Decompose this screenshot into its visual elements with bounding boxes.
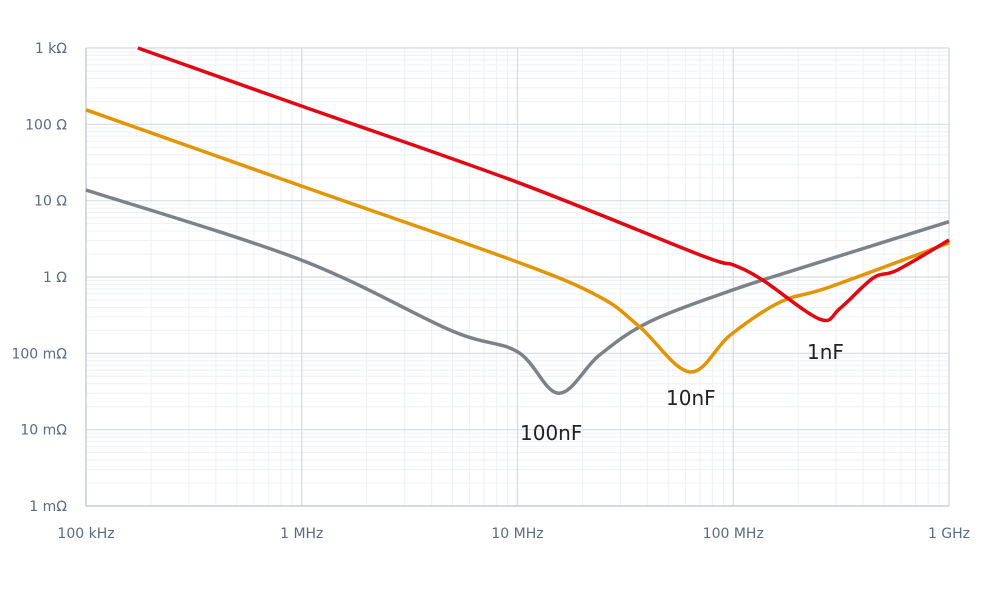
series-line-10nF <box>85 108 950 374</box>
annotation-100nF: 100nF <box>520 421 582 445</box>
y-axis-ticks: 1 kΩ 100 Ω 10 Ω 1 Ω 100 mΩ 10 mΩ 1 mΩ <box>11 41 67 515</box>
x-tick-label: 100 kHz <box>57 526 114 542</box>
x-tick-label: 1 MHz <box>280 526 323 542</box>
annotation-1nF: 1nF <box>807 340 844 364</box>
y-tick-label: 1 kΩ <box>35 41 67 57</box>
x-tick-label: 1 GHz <box>928 526 970 542</box>
y-tick-label: 1 Ω <box>43 270 67 286</box>
x-tick-label: 10 MHz <box>491 526 543 542</box>
y-tick-label: 1 mΩ <box>29 499 67 515</box>
y-tick-label: 10 mΩ <box>20 423 67 439</box>
grid <box>85 47 950 507</box>
y-tick-label: 100 Ω <box>25 117 67 133</box>
series-line-1nF <box>137 46 950 323</box>
series-line-100nF <box>85 188 950 395</box>
series-lines <box>85 46 950 395</box>
x-axis-ticks: 100 kHz 1 MHz 10 MHz 100 MHz 1 GHz <box>57 526 970 542</box>
x-tick-label: 100 MHz <box>703 526 764 542</box>
y-tick-label: 100 mΩ <box>11 346 67 362</box>
y-tick-label: 10 Ω <box>34 194 67 210</box>
annotation-10nF: 10nF <box>666 386 716 410</box>
